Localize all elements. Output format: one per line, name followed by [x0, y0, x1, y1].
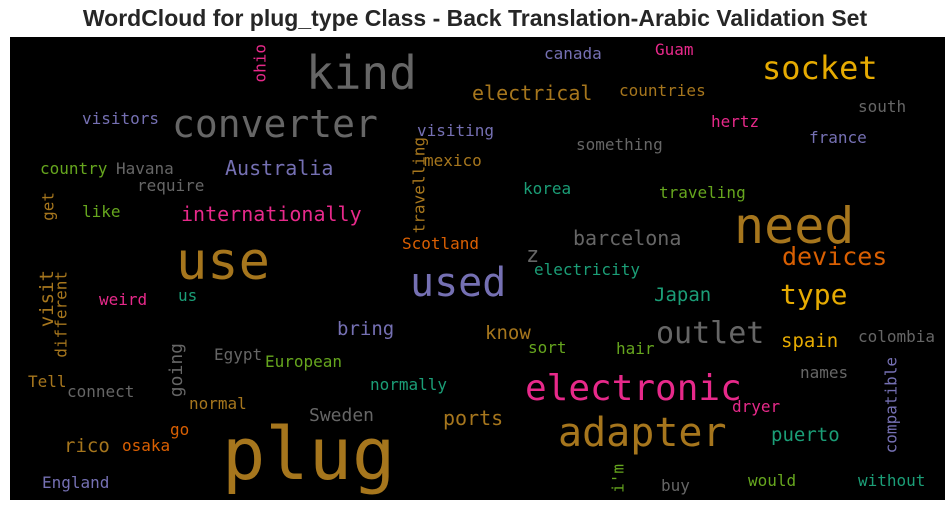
word-visit: visit: [36, 270, 58, 327]
word-go: go: [170, 420, 189, 439]
word-would: would: [748, 471, 796, 490]
word-barcelona: barcelona: [573, 226, 681, 250]
word-use: use: [176, 232, 270, 292]
word-osaka: osaka: [122, 436, 170, 455]
word-england: England: [42, 473, 109, 492]
word-us: us: [178, 286, 197, 305]
word-devices: devices: [782, 242, 887, 271]
word-hair: hair: [616, 339, 655, 358]
word-buy: buy: [661, 476, 690, 495]
word-havana: Havana: [116, 159, 174, 178]
word-south: south: [858, 97, 906, 116]
word-scotland: Scotland: [402, 234, 479, 253]
word-normally: normally: [370, 375, 447, 394]
word-hertz: hertz: [711, 112, 759, 131]
word-adapter: adapter: [558, 410, 727, 456]
word-korea: korea: [523, 179, 571, 198]
word-electrical: electrical: [472, 81, 592, 105]
word-cloud-canvas: plug kind use need converter used electronicad…: [28, 40, 935, 496]
word-spain: spain: [781, 330, 838, 352]
word-electricity: electricity: [534, 260, 640, 279]
word-weird: weird: [99, 290, 147, 309]
word-normal: normal: [189, 394, 247, 413]
word-going: going: [166, 343, 187, 397]
word-outlet: outlet: [656, 316, 764, 351]
word-z: z: [526, 243, 539, 268]
word-sort: sort: [528, 338, 567, 357]
word-connect: connect: [67, 382, 134, 401]
chart-title: WordCloud for plug_type Class - Back Tra…: [82, 5, 868, 31]
word-know: know: [485, 322, 531, 344]
word-different: different: [51, 271, 70, 358]
word-compatible: compatible: [881, 357, 900, 453]
word-something: something: [576, 135, 663, 154]
word-travelling: travelling: [409, 137, 428, 233]
word-converter: converter: [172, 102, 378, 146]
word-ohio: ohio: [250, 44, 269, 83]
word-countries: countries: [619, 81, 706, 100]
word-european: European: [265, 352, 342, 371]
word-require: require: [137, 176, 204, 195]
word-france: france: [809, 128, 867, 147]
word-without: without: [858, 471, 925, 490]
word-traveling: traveling: [659, 183, 746, 202]
word-need: need: [734, 197, 854, 255]
word-mexico: mexico: [424, 151, 482, 170]
word-socket: socket: [762, 49, 878, 87]
word-rico: rico: [64, 435, 110, 457]
word-japan: Japan: [654, 284, 711, 306]
word-electronic: electronic: [525, 368, 742, 409]
word-tell: Tell: [28, 372, 67, 391]
word-used: used: [410, 260, 506, 306]
word-bring: bring: [337, 318, 394, 340]
word-ports: ports: [443, 406, 503, 430]
word-visiting: visiting: [417, 121, 494, 140]
word-egypt: Egypt: [214, 345, 262, 364]
word-like: like: [82, 202, 121, 221]
word-country: country: [40, 159, 108, 178]
word-visitors: visitors: [82, 109, 159, 128]
word-puerto: puerto: [771, 424, 840, 446]
word-type: type: [780, 278, 847, 311]
word-kind: kind: [306, 46, 417, 100]
word-i-m: i'm: [608, 464, 627, 493]
word-dryer: dryer: [732, 397, 781, 416]
word-plug: plug: [222, 412, 395, 496]
word-names: names: [800, 363, 848, 382]
word-get: get: [38, 192, 57, 221]
word-canada: canada: [544, 44, 602, 63]
word-colombia: colombia: [858, 327, 935, 346]
word-australia: Australia: [225, 156, 333, 180]
word-cloud: plug kind use need converter used electronic ad…: [10, 37, 945, 500]
word-sweden: Sweden: [309, 405, 374, 426]
word-internationally: internationally: [181, 202, 362, 226]
word-guam: Guam: [655, 40, 694, 59]
